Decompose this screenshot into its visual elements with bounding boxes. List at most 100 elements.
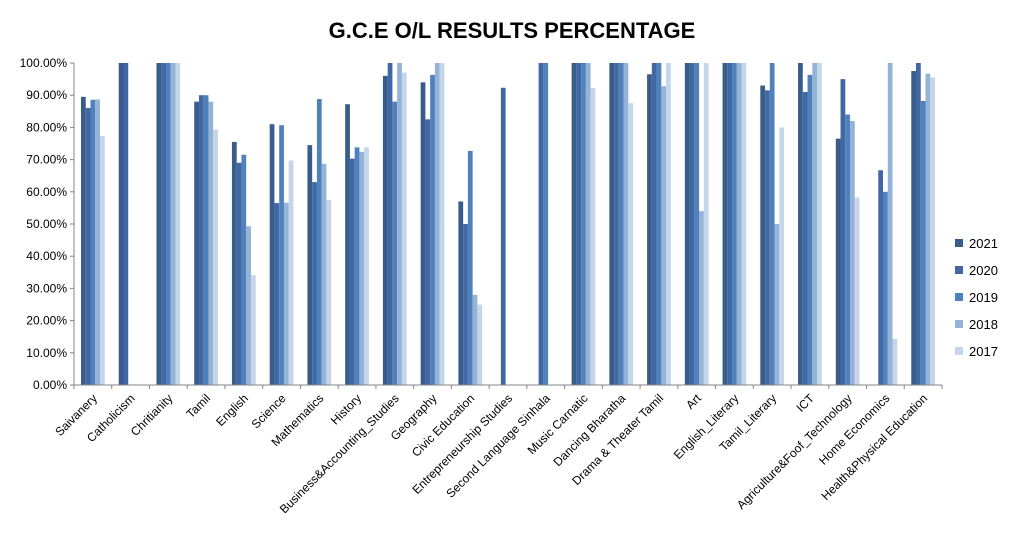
bar-2018-9 bbox=[434, 63, 440, 385]
bar-2018-17 bbox=[736, 63, 742, 385]
bar-2018-4 bbox=[246, 226, 251, 385]
bar-2021-0 bbox=[80, 96, 86, 385]
bar-2019-15 bbox=[656, 63, 662, 385]
bar-2020-0 bbox=[85, 108, 91, 385]
bar-2020-8 bbox=[387, 63, 393, 385]
bar-2018-15 bbox=[661, 86, 667, 386]
y-tick-label: 40.00% bbox=[26, 249, 67, 263]
x-category-label: Art bbox=[683, 391, 704, 412]
bar-2021-20 bbox=[835, 138, 841, 385]
bar-2021-8 bbox=[382, 75, 388, 385]
legend-swatch-2017 bbox=[955, 347, 963, 355]
bar-2020-9 bbox=[425, 119, 431, 385]
bar-2019-16 bbox=[694, 63, 700, 385]
legend-swatch-2021 bbox=[955, 239, 963, 247]
bar-2021-10 bbox=[458, 201, 464, 385]
chart-title: G.C.E O/L RESULTS PERCENTAGE bbox=[329, 18, 696, 43]
x-category-label: ICT bbox=[793, 391, 817, 415]
bar-2017-18 bbox=[779, 127, 785, 386]
bar-2019-5 bbox=[279, 125, 284, 386]
bar-2021-2 bbox=[156, 63, 162, 385]
y-tick-label: 0.00% bbox=[33, 378, 67, 392]
bar-2017-20 bbox=[854, 197, 860, 385]
bar-2017-17 bbox=[741, 63, 747, 385]
bar-2021-1 bbox=[118, 63, 124, 385]
bar-2018-6 bbox=[321, 163, 327, 385]
y-tick-label: 50.00% bbox=[26, 217, 67, 231]
bar-2020-13 bbox=[576, 63, 582, 385]
bar-2021-17 bbox=[722, 63, 728, 385]
bar-2021-22 bbox=[911, 71, 917, 386]
bar-2019-0 bbox=[90, 99, 96, 386]
bar-2020-6 bbox=[312, 182, 317, 385]
x-category-label: English_Literary bbox=[671, 391, 742, 462]
bar-2017-16 bbox=[703, 63, 709, 385]
y-tick-label: 100.00% bbox=[20, 56, 68, 70]
bar-2020-12 bbox=[538, 63, 544, 385]
legend-label: 2018 bbox=[969, 317, 998, 332]
bar-2021-6 bbox=[307, 145, 313, 385]
bar-2021-14 bbox=[609, 63, 615, 385]
bar-2020-20 bbox=[840, 79, 846, 385]
legend-label: 2017 bbox=[969, 344, 998, 359]
bar-2018-3 bbox=[208, 101, 214, 385]
bar-2017-10 bbox=[477, 304, 483, 385]
bar-2017-6 bbox=[326, 199, 332, 385]
bar-2018-20 bbox=[850, 120, 855, 386]
bar-2020-2 bbox=[161, 63, 166, 385]
y-tick-label: 30.00% bbox=[26, 281, 67, 295]
bar-2020-15 bbox=[651, 63, 657, 385]
bar-2017-2 bbox=[175, 63, 181, 385]
bar-2021-7 bbox=[345, 104, 350, 385]
bar-2019-12 bbox=[543, 63, 549, 385]
bar-2020-1 bbox=[123, 63, 129, 385]
bar-2019-13 bbox=[581, 63, 586, 385]
bar-2017-0 bbox=[99, 136, 105, 385]
bar-2019-6 bbox=[316, 99, 322, 385]
bar-2017-5 bbox=[288, 160, 294, 385]
bar-2019-19 bbox=[807, 74, 813, 385]
bar-2020-7 bbox=[349, 158, 355, 385]
legend-label: 2019 bbox=[969, 290, 998, 305]
bar-2017-4 bbox=[250, 275, 256, 385]
bar-2019-14 bbox=[618, 63, 624, 385]
y-tick-label: 20.00% bbox=[26, 314, 67, 328]
bar-2018-7 bbox=[359, 151, 365, 385]
bars bbox=[80, 63, 936, 386]
bar-2018-2 bbox=[170, 63, 176, 385]
y-tick-label: 10.00% bbox=[26, 346, 67, 360]
y-tick-label: 60.00% bbox=[26, 185, 67, 199]
bar-2020-16 bbox=[689, 63, 695, 385]
legend-swatch-2018 bbox=[955, 320, 963, 328]
bar-2017-9 bbox=[439, 63, 445, 385]
bar-2018-19 bbox=[812, 63, 818, 385]
bar-2020-21 bbox=[878, 170, 884, 385]
bar-2018-13 bbox=[585, 63, 591, 385]
bar-2019-17 bbox=[732, 63, 737, 385]
bar-2020-17 bbox=[727, 63, 733, 385]
bar-2018-16 bbox=[699, 211, 704, 385]
x-category-label: Chritianity bbox=[128, 391, 176, 439]
bar-2018-10 bbox=[472, 294, 478, 385]
y-tick-label: 80.00% bbox=[26, 120, 67, 134]
bar-2021-9 bbox=[420, 82, 426, 385]
bar-2020-18 bbox=[765, 90, 770, 386]
y-tick-label: 90.00% bbox=[26, 88, 67, 102]
bar-2018-5 bbox=[283, 202, 289, 385]
bar-2019-21 bbox=[883, 191, 888, 385]
bar-2017-22 bbox=[930, 77, 936, 386]
legend: 2021 2020 2019 2018 2017 bbox=[955, 236, 998, 359]
bar-2018-0 bbox=[95, 99, 100, 385]
bar-2021-19 bbox=[798, 63, 803, 385]
legend-label: 2021 bbox=[969, 236, 998, 251]
bar-2017-13 bbox=[590, 88, 596, 386]
bar-2021-18 bbox=[760, 85, 766, 385]
bar-2019-9 bbox=[430, 74, 435, 385]
bar-2020-11 bbox=[500, 87, 506, 385]
bar-2017-3 bbox=[213, 129, 218, 385]
bar-2019-10 bbox=[467, 150, 473, 385]
bar-2020-22 bbox=[916, 63, 921, 385]
bar-2020-19 bbox=[802, 91, 808, 385]
